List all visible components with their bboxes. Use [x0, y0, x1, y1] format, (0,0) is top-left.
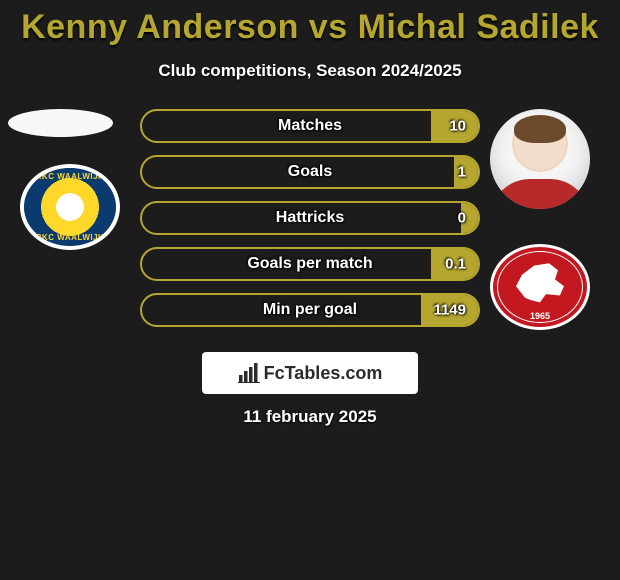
subtitle: Club competitions, Season 2024/2025	[0, 61, 620, 81]
stat-value-right: 1	[458, 164, 466, 181]
club-right-badge: 1965	[490, 244, 590, 330]
page-title: Kenny Anderson vs Michal Sadilek	[0, 8, 620, 47]
stat-bar: Hattricks 0	[140, 201, 480, 235]
stat-value-right: 10	[449, 118, 466, 135]
brand-box: FcTables.com	[202, 352, 418, 394]
stat-value-right: 1149	[433, 302, 466, 319]
stat-column: Matches 10 Goals 1 Hattricks 0 Goals per match…	[140, 109, 480, 339]
stat-value-right: 0	[458, 210, 466, 227]
bar-chart-icon	[238, 363, 260, 383]
club-right-year: 1965	[493, 311, 587, 321]
stat-label: Hattricks	[276, 209, 344, 227]
stat-value-right: 0.1	[445, 256, 466, 273]
brand-text: FcTables.com	[264, 363, 383, 384]
club-left-badge: RKC WAALWIJK RKC WAALWIJK	[20, 164, 120, 250]
stat-label: Min per goal	[263, 301, 357, 319]
avatar-shirt	[490, 179, 590, 209]
player-left-avatar	[8, 109, 113, 137]
stat-bar: Goals 1	[140, 155, 480, 189]
comparison-area: RKC WAALWIJK RKC WAALWIJK 1965 Matches10…	[0, 109, 620, 359]
club-left-name-bottom: RKC WAALWIJK	[24, 233, 116, 242]
stat-bar: Goals per match 0.1	[140, 247, 480, 281]
stat-bar: Min per goal 1149	[140, 293, 480, 327]
stat-bar: Matches 10	[140, 109, 480, 143]
club-left-name-top: RKC WAALWIJK	[24, 172, 116, 181]
stat-label: Matches	[278, 117, 342, 135]
stat-label: Goals	[288, 163, 332, 181]
player-right-avatar	[490, 109, 590, 209]
avatar-hair	[514, 115, 566, 143]
date-line: 11 february 2025	[0, 407, 620, 427]
stat-label: Goals per match	[247, 255, 372, 273]
